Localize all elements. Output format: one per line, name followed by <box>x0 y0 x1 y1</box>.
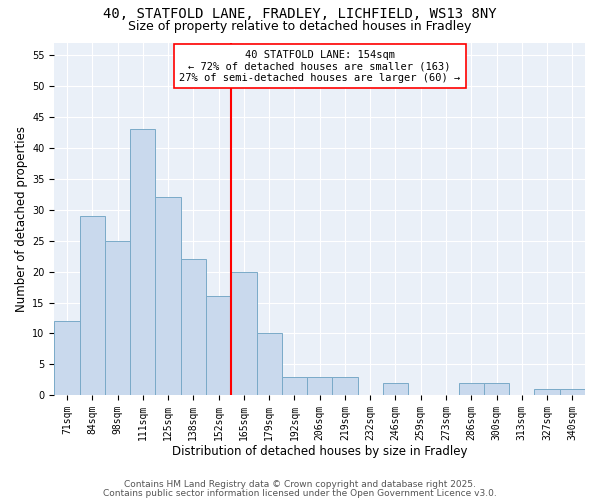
Bar <box>332 377 358 396</box>
Bar <box>105 240 130 396</box>
Bar <box>181 259 206 396</box>
X-axis label: Distribution of detached houses by size in Fradley: Distribution of detached houses by size … <box>172 444 467 458</box>
Text: 40 STATFOLD LANE: 154sqm
← 72% of detached houses are smaller (163)
27% of semi-: 40 STATFOLD LANE: 154sqm ← 72% of detach… <box>179 50 460 83</box>
Text: Contains public sector information licensed under the Open Government Licence v3: Contains public sector information licen… <box>103 489 497 498</box>
Text: Size of property relative to detached houses in Fradley: Size of property relative to detached ho… <box>128 20 472 33</box>
Bar <box>484 383 509 396</box>
Bar <box>155 198 181 396</box>
Bar <box>307 377 332 396</box>
Bar <box>206 296 231 396</box>
Bar <box>231 272 257 396</box>
Bar <box>55 321 80 396</box>
Bar <box>535 389 560 396</box>
Bar <box>282 377 307 396</box>
Text: 40, STATFOLD LANE, FRADLEY, LICHFIELD, WS13 8NY: 40, STATFOLD LANE, FRADLEY, LICHFIELD, W… <box>103 8 497 22</box>
Bar <box>383 383 408 396</box>
Bar <box>130 129 155 396</box>
Bar <box>257 334 282 396</box>
Bar <box>560 389 585 396</box>
Bar <box>458 383 484 396</box>
Y-axis label: Number of detached properties: Number of detached properties <box>15 126 28 312</box>
Text: Contains HM Land Registry data © Crown copyright and database right 2025.: Contains HM Land Registry data © Crown c… <box>124 480 476 489</box>
Bar <box>80 216 105 396</box>
